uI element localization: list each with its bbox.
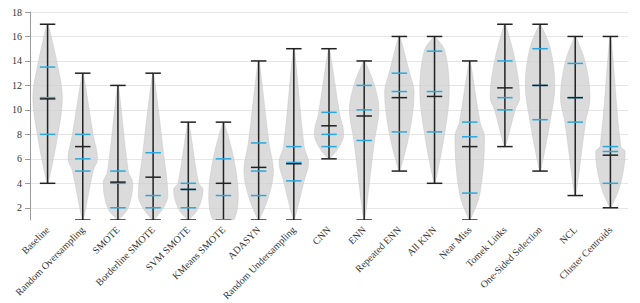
svg-text:14: 14	[12, 55, 22, 66]
svg-text:One-Sided Selection: One-Sided Selection	[478, 224, 544, 290]
svg-text:Borderline SMOTE: Borderline SMOTE	[93, 224, 157, 288]
svg-text:Tomek Links: Tomek Links	[463, 224, 509, 270]
svg-text:ADASYN: ADASYN	[225, 224, 263, 262]
svg-text:12: 12	[12, 80, 22, 91]
svg-text:Random Oversampling: Random Oversampling	[13, 224, 86, 297]
svg-text:All KNN: All KNN	[405, 224, 439, 258]
svg-text:SVM SMOTE: SVM SMOTE	[143, 224, 193, 273]
svg-text:NCL: NCL	[557, 224, 579, 246]
svg-text:2: 2	[17, 202, 22, 213]
svg-text:Random Undersampling: Random Undersampling	[221, 224, 298, 301]
svg-text:ENN: ENN	[346, 224, 368, 246]
svg-text:Repeated ENN: Repeated ENN	[353, 224, 403, 274]
svg-text:Near Miss: Near Miss	[437, 224, 474, 261]
svg-text:KMeans SMOTE: KMeans SMOTE	[170, 224, 227, 281]
svg-text:10: 10	[12, 104, 22, 115]
svg-text:4: 4	[17, 178, 22, 189]
svg-text:Baseline: Baseline	[19, 224, 51, 256]
svg-text:SMOTE: SMOTE	[90, 224, 122, 256]
svg-text:16: 16	[12, 31, 22, 42]
svg-text:18: 18	[12, 7, 22, 18]
svg-text:8: 8	[17, 129, 22, 140]
svg-text:CNN: CNN	[310, 224, 333, 247]
svg-text:Cluster Centroids: Cluster Centroids	[557, 224, 614, 281]
svg-text:6: 6	[17, 153, 22, 164]
